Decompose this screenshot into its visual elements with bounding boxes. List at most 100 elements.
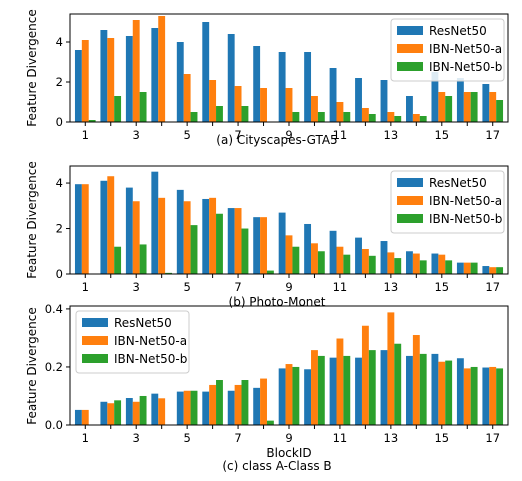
bar bbox=[285, 88, 293, 122]
bar bbox=[74, 184, 82, 274]
bar bbox=[361, 325, 369, 425]
bar bbox=[81, 40, 89, 122]
bar bbox=[158, 197, 166, 274]
bar bbox=[368, 114, 376, 122]
bar bbox=[394, 343, 402, 425]
x-tick-label: 5 bbox=[183, 280, 190, 294]
y-tick-label: 0.4 bbox=[45, 302, 63, 316]
series-ibn-net50-a bbox=[81, 176, 497, 274]
bar bbox=[419, 260, 427, 274]
bar bbox=[114, 246, 122, 274]
legend-label: IBN-Net50-b bbox=[429, 60, 502, 74]
bar bbox=[387, 112, 395, 122]
bar bbox=[165, 272, 172, 274]
bar bbox=[438, 92, 446, 122]
bar bbox=[216, 380, 223, 425]
x-tick-label: 3 bbox=[133, 431, 140, 445]
bar bbox=[329, 230, 337, 274]
y-axis-label: Feature Divergence bbox=[25, 307, 39, 425]
bar bbox=[292, 246, 300, 274]
bar bbox=[260, 88, 267, 122]
bar bbox=[463, 92, 471, 122]
bar bbox=[190, 390, 198, 425]
bar bbox=[394, 116, 402, 122]
bar bbox=[431, 253, 439, 274]
series-ibn-net50-a bbox=[81, 312, 497, 425]
bar bbox=[202, 198, 210, 274]
legend-swatch bbox=[397, 214, 423, 223]
bar bbox=[114, 96, 122, 122]
bar bbox=[100, 401, 108, 425]
y-tick-label: 2 bbox=[56, 222, 63, 236]
bar bbox=[361, 108, 369, 122]
bar bbox=[361, 248, 369, 274]
legend-label: IBN-Net50-a bbox=[429, 42, 502, 56]
legend-swatch bbox=[397, 178, 423, 187]
bar bbox=[227, 208, 235, 274]
bar bbox=[183, 390, 191, 425]
bar bbox=[431, 72, 439, 122]
x-tick-label: 15 bbox=[434, 431, 449, 445]
series-resnet50 bbox=[74, 350, 490, 425]
legend-swatch bbox=[82, 318, 108, 327]
bar bbox=[336, 338, 344, 425]
bar bbox=[292, 366, 300, 425]
bar bbox=[74, 409, 82, 425]
bar bbox=[470, 262, 478, 274]
chart-caption: (a) Cityscapes-GTA5 bbox=[216, 133, 337, 147]
legend-swatch bbox=[397, 26, 423, 35]
bar bbox=[311, 350, 318, 425]
bar bbox=[355, 78, 362, 122]
bar bbox=[260, 217, 267, 274]
y-tick-label: 2 bbox=[56, 75, 63, 89]
bar bbox=[202, 391, 210, 425]
legend-swatch bbox=[397, 196, 423, 205]
bar bbox=[278, 368, 286, 425]
bar bbox=[176, 42, 184, 122]
bar bbox=[227, 390, 235, 425]
bar bbox=[304, 52, 312, 122]
x-tick-label: 17 bbox=[485, 280, 500, 294]
bar bbox=[311, 243, 318, 274]
legend-label: ResNet50 bbox=[429, 24, 487, 38]
bar bbox=[456, 262, 464, 274]
bar bbox=[234, 86, 242, 122]
bar bbox=[81, 184, 89, 274]
legend-label: IBN-Net50-a bbox=[114, 334, 187, 348]
bar bbox=[317, 112, 325, 122]
bar bbox=[355, 237, 362, 274]
y-tick-label: 4 bbox=[56, 176, 63, 190]
bar bbox=[285, 235, 293, 274]
bar bbox=[158, 398, 166, 425]
x-tick-label: 1 bbox=[82, 431, 89, 445]
x-tick-label: 5 bbox=[183, 431, 190, 445]
legend-swatch bbox=[397, 44, 423, 53]
bar bbox=[139, 92, 147, 122]
bar bbox=[151, 28, 159, 122]
series-resnet50 bbox=[74, 171, 490, 274]
x-tick-label: 15 bbox=[434, 128, 449, 142]
bar bbox=[470, 366, 478, 425]
series-ibn-net50-a bbox=[81, 16, 497, 122]
bar bbox=[139, 244, 147, 274]
bar bbox=[81, 409, 89, 425]
series-ibn-net50-b bbox=[114, 213, 504, 274]
bar bbox=[380, 350, 388, 425]
bar bbox=[151, 393, 159, 425]
bar bbox=[489, 267, 497, 274]
bar bbox=[125, 36, 133, 122]
legend-swatch bbox=[397, 62, 423, 71]
bar bbox=[253, 217, 261, 274]
bar bbox=[253, 46, 261, 122]
bar bbox=[176, 189, 184, 274]
y-tick-label: 0.2 bbox=[45, 360, 63, 374]
bar bbox=[412, 114, 420, 122]
bar bbox=[438, 361, 446, 425]
bar bbox=[292, 112, 300, 122]
bar bbox=[107, 403, 115, 425]
bar bbox=[406, 251, 413, 274]
bar bbox=[496, 267, 504, 274]
bar bbox=[304, 369, 312, 425]
